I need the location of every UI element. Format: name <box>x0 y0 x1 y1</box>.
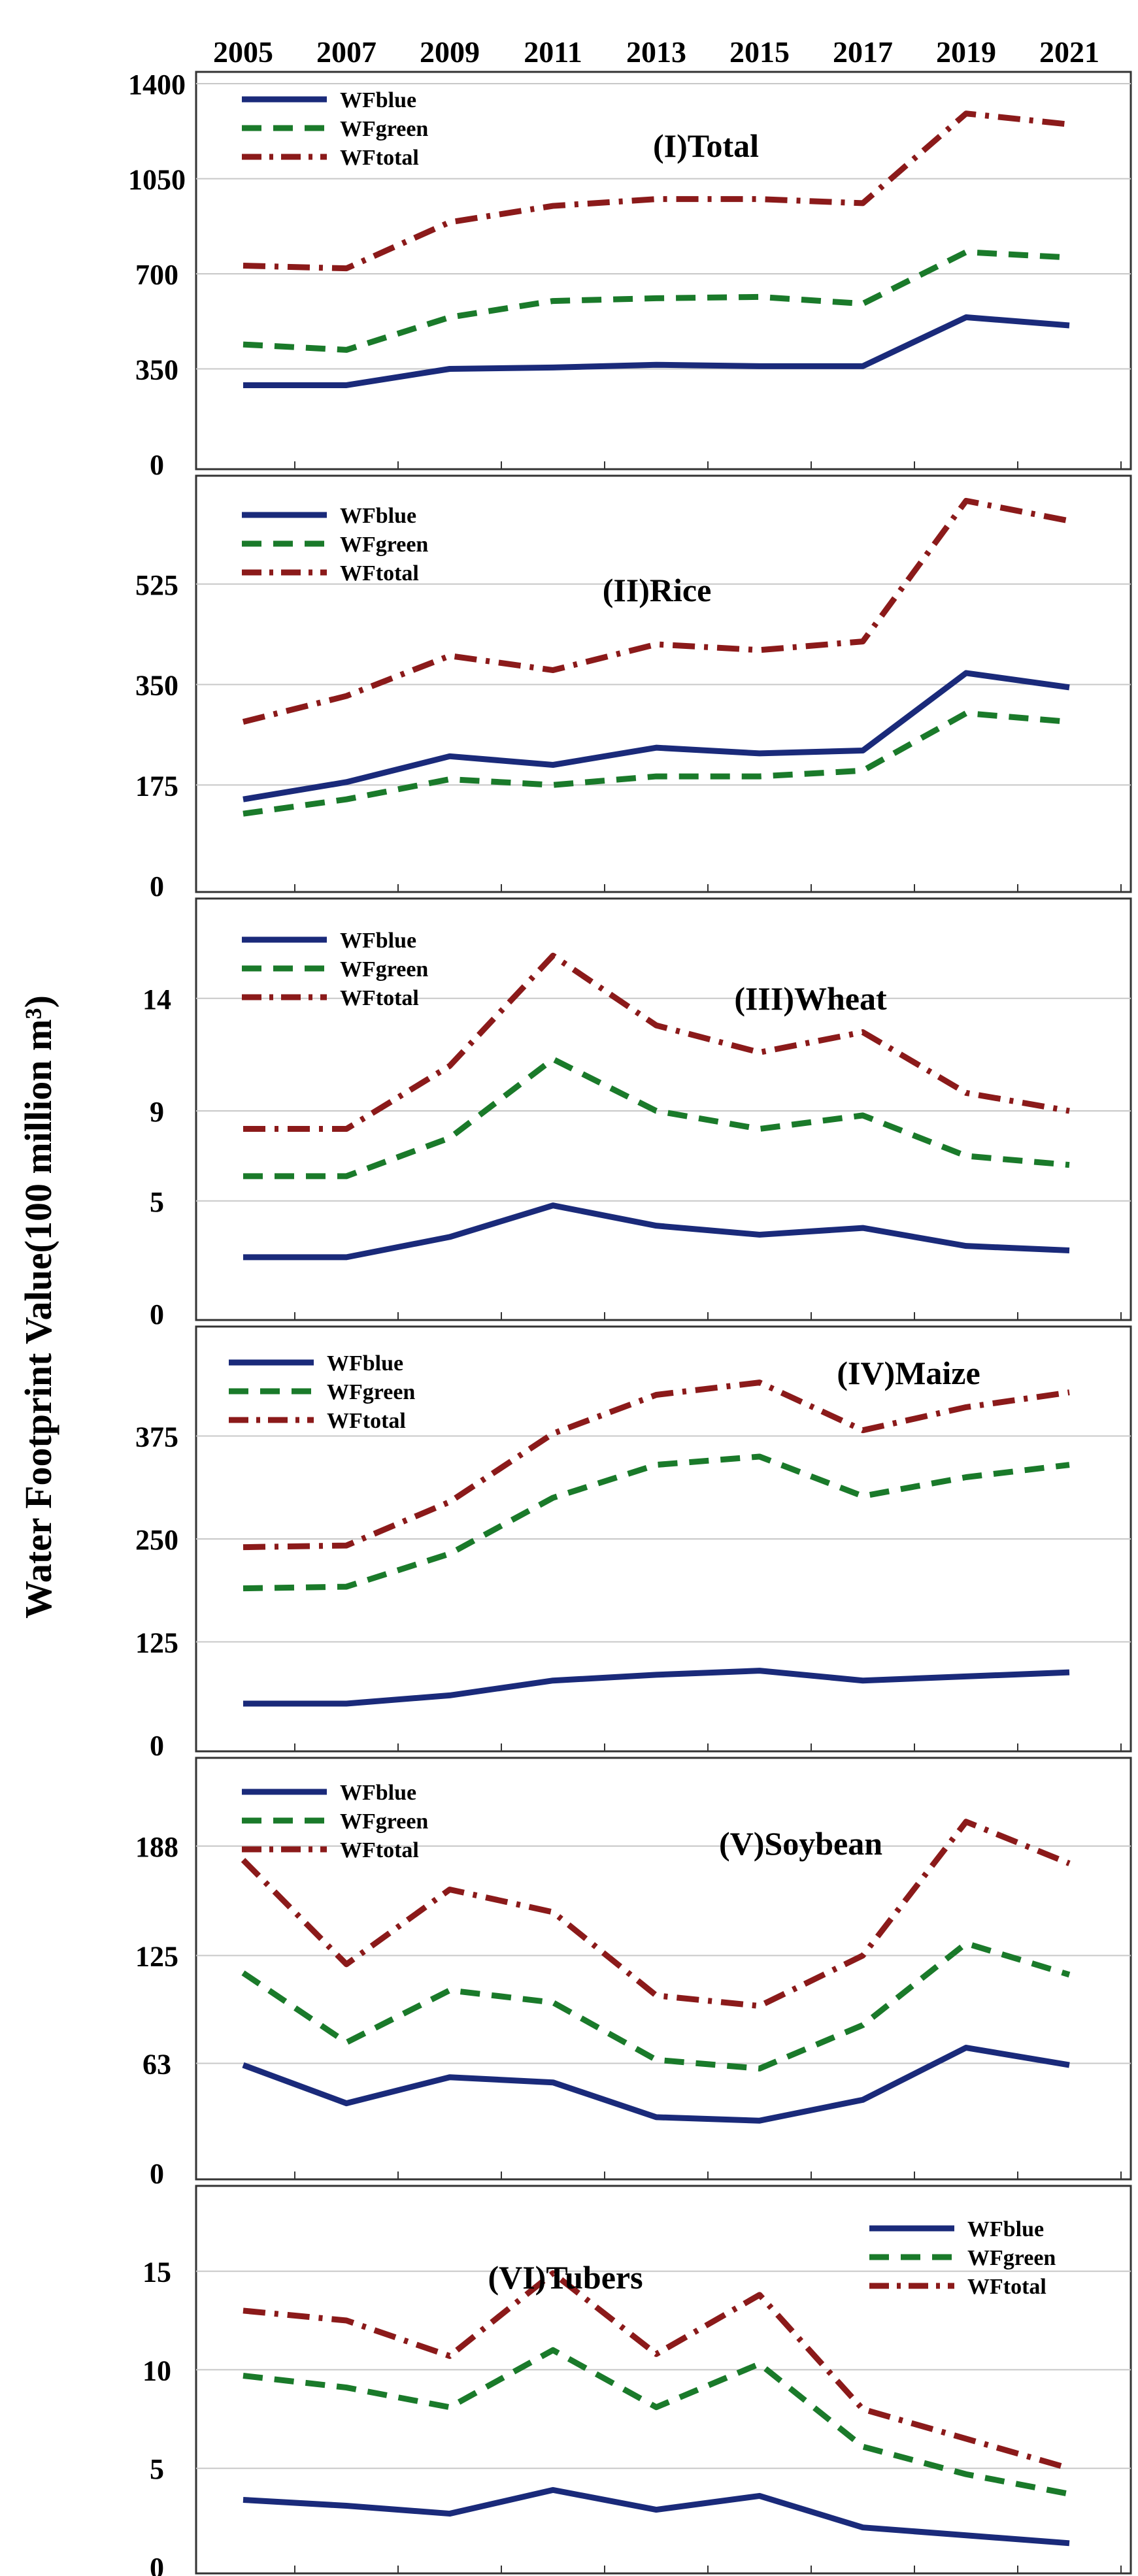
series-line-wfblue <box>243 670 1070 802</box>
series-line-wfblue <box>243 2486 1070 2547</box>
series-line-wftotal <box>243 110 1070 272</box>
legend-label: WFblue <box>327 1351 403 1376</box>
y-tick-label: 0 <box>150 1298 164 1330</box>
legend-label: WFtotal <box>340 986 419 1010</box>
legend-label: WFgreen <box>340 957 428 982</box>
y-tick-label: 63 <box>142 2048 171 2080</box>
y-tick-label: 525 <box>135 569 178 601</box>
series-line-wftotal <box>243 2270 1071 2471</box>
y-tick-label: 375 <box>135 1421 178 1453</box>
legend-label: WFgreen <box>967 2246 1056 2270</box>
series-line-wfgreen <box>241 1940 1071 2072</box>
series-line-wfgreen <box>243 249 1070 353</box>
series-line-wfgreen <box>243 1453 1070 1592</box>
y-tick-label: 1400 <box>128 69 186 101</box>
legend-label: WFblue <box>967 2217 1044 2241</box>
panel-title: (V)Soybean <box>719 1825 882 1862</box>
panel-frame <box>195 1757 1132 2181</box>
y-tick-label: 125 <box>135 1627 178 1659</box>
legend-label: WFtotal <box>967 2275 1046 2299</box>
x-tick-label: 2007 <box>316 35 377 69</box>
x-tick-label: 2013 <box>626 35 686 69</box>
panel-frame <box>195 2185 1132 2575</box>
legend-label: WFgreen <box>340 117 428 141</box>
legend-label: WFblue <box>340 929 416 953</box>
legend-label: WFgreen <box>327 1380 415 1404</box>
y-tick-label: 14 <box>142 983 171 1016</box>
y-tick-label: 10 <box>142 2354 171 2386</box>
panel-title: (III)Wheat <box>734 980 887 1017</box>
series-line-wftotal <box>242 497 1070 725</box>
y-tick-label: 15 <box>142 2256 171 2288</box>
x-tick-label: 2019 <box>936 35 996 69</box>
series-line-wfgreen <box>243 1056 1070 1180</box>
panel-total: 0 350 700 1050 1400 (I)Total WFblue WFgreen WFto… <box>128 69 1132 481</box>
y-tick-label: 350 <box>135 354 178 386</box>
y-tick-label: 0 <box>150 2552 164 2576</box>
y-tick-label: 1050 <box>128 164 186 196</box>
panel-title: (VI)Tubers <box>488 2259 643 2296</box>
y-tick-label: 700 <box>135 259 178 291</box>
y-tick-label: 175 <box>135 770 178 802</box>
panel-frame <box>195 71 1132 471</box>
series-line-wftotal <box>243 952 1070 1132</box>
series-line-wftotal <box>241 1819 1071 2009</box>
y-tick-label: 350 <box>135 670 178 702</box>
series-line-wfblue <box>242 2045 1070 2124</box>
y-tick-label: 125 <box>135 1941 178 1973</box>
y-axis-label: Water Footprint Value(100 million m³) <box>17 995 59 1619</box>
legend-label: WFgreen <box>340 533 428 557</box>
y-tick-label: 0 <box>150 870 164 902</box>
panel-title: (IV)Maize <box>837 1355 980 1391</box>
panel-frame <box>195 897 1132 1321</box>
series-line-wftotal <box>243 1379 1070 1551</box>
legend-label: WFblue <box>340 504 416 528</box>
y-tick-label: 5 <box>150 1186 164 1218</box>
panel-title: (I)Total <box>653 127 759 164</box>
legend-label: WFgreen <box>340 1809 428 1834</box>
y-tick-label: 188 <box>135 1831 178 1863</box>
series-line-wfblue <box>243 1668 1070 1707</box>
series-line-wfgreen <box>243 710 1070 817</box>
x-tick-label: 2017 <box>833 35 893 69</box>
x-tick-label: 2009 <box>420 35 480 69</box>
panel-tubers: 0 5 10 15 (VI)Tubers WFblue WFgreen WFtotal <box>142 2185 1132 2576</box>
y-tick-label: 9 <box>150 1096 164 1128</box>
y-tick-label: 0 <box>150 449 164 481</box>
x-tick-label: 2021 <box>1039 35 1099 69</box>
legend-label: WFtotal <box>340 561 419 586</box>
y-tick-label: 0 <box>150 2158 164 2190</box>
x-tick-label: 2011 <box>524 35 582 69</box>
legend-label: WFblue <box>340 88 416 112</box>
panel-title: (II)Rice <box>603 572 712 608</box>
x-tick-label: 2005 <box>213 35 273 69</box>
panel-rice: 0 175 350 525 (II)Rice WFblue WFgreen WFtotal <box>135 474 1132 902</box>
y-tick-label: 0 <box>150 1730 164 1762</box>
panel-maize: 0 125 250 375 (IV)Maize WFblue WFgreen WFtotal <box>135 1325 1132 1762</box>
legend-label: WFtotal <box>327 1409 406 1433</box>
series-line-wfgreen <box>243 2347 1070 2497</box>
legend-label: WFtotal <box>340 146 419 170</box>
y-tick-label: 5 <box>150 2453 164 2485</box>
legend-label: WFtotal <box>340 1838 419 1862</box>
x-axis-top: 2005 2007 2009 2011 2013 2015 2017 2019 … <box>213 35 1099 69</box>
panel-wheat: 0 5 9 14 (III)Wheat WFblue WFgreen WFtotal <box>142 897 1132 1330</box>
legend-label: WFblue <box>340 1781 416 1805</box>
panel-soybean: 0 63 125 188 (V)Soybean WFblue WFgreen WFtotal <box>135 1757 1132 2190</box>
series-line-wfblue <box>243 1202 1070 1261</box>
x-tick-label: 2015 <box>729 35 790 69</box>
y-tick-label: 250 <box>135 1524 178 1556</box>
series-line-wfblue <box>243 314 1070 388</box>
